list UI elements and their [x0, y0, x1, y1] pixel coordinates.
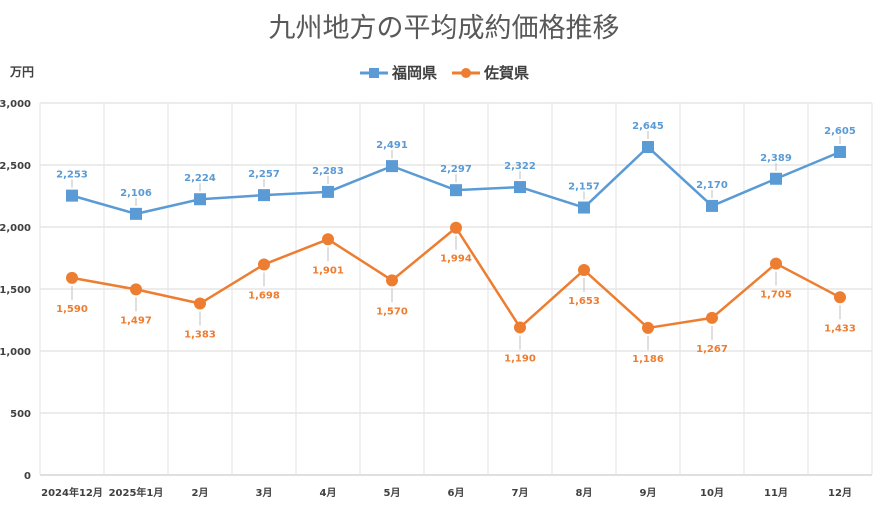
data-label: 1,433 — [824, 323, 856, 334]
data-point — [642, 321, 654, 334]
data-point — [66, 271, 78, 284]
data-label: 1,901 — [312, 265, 344, 276]
x-tick-label: 7月 — [512, 487, 529, 499]
data-label: 1,190 — [504, 353, 536, 364]
data-point — [258, 189, 270, 202]
data-label: 2,645 — [632, 121, 664, 132]
series-1: 2,253 2,106 2,224 2,257 2,283 2,491 2,297 2,322… — [56, 121, 856, 220]
x-tick-label: 8月 — [576, 487, 593, 499]
legend-label: 佐賀県 — [483, 64, 529, 82]
data-point — [450, 184, 462, 197]
data-label: 2,283 — [312, 166, 344, 177]
data-point — [194, 193, 206, 206]
data-point — [770, 172, 782, 185]
data-label: 2,322 — [504, 161, 536, 172]
data-point — [322, 233, 334, 246]
data-label: 2,106 — [120, 188, 152, 199]
data-point — [706, 311, 718, 324]
y-axis-ticks: 0 500 1,000 1,500 2,000 2,500 3,000 — [0, 99, 31, 482]
y-tick-label: 1,000 — [0, 347, 31, 358]
data-label: 1,653 — [568, 296, 600, 307]
data-point — [386, 274, 398, 287]
legend-marker-square — [369, 68, 379, 78]
y-tick-label: 2,000 — [0, 223, 31, 234]
x-tick-label: 2025年1月 — [109, 486, 164, 499]
data-point — [450, 221, 462, 234]
data-label: 2,389 — [760, 153, 792, 164]
x-tick-label: 12月 — [828, 487, 852, 499]
x-tick-label: 3月 — [256, 487, 273, 499]
data-point — [770, 257, 782, 270]
x-tick-label: 2024年12月 — [41, 486, 103, 499]
data-point — [578, 201, 590, 214]
data-label: 1,994 — [440, 254, 472, 265]
x-tick-label: 4月 — [320, 487, 337, 499]
data-point — [834, 291, 846, 304]
gridlines — [39, 102, 873, 476]
data-label: 2,170 — [696, 180, 728, 191]
data-label: 1,186 — [632, 354, 664, 365]
data-point — [386, 160, 398, 173]
x-tick-label: 10月 — [700, 487, 724, 499]
data-label: 1,590 — [56, 304, 88, 315]
data-label: 1,267 — [696, 344, 728, 355]
data-label: 2,297 — [440, 164, 472, 175]
y-tick-label: 3,000 — [0, 99, 31, 110]
x-tick-label: 5月 — [384, 487, 401, 499]
data-label: 1,698 — [248, 290, 280, 301]
data-label: 1,497 — [120, 315, 152, 326]
data-label: 2,605 — [824, 126, 856, 137]
data-point — [130, 207, 142, 220]
x-tick-label: 9月 — [640, 487, 657, 499]
data-point — [642, 141, 654, 154]
y-tick-label: 2,500 — [0, 161, 31, 172]
data-label: 1,383 — [184, 330, 216, 341]
data-label: 2,491 — [376, 140, 408, 151]
data-point — [514, 181, 526, 194]
y-axis-unit: 万円 — [9, 65, 34, 79]
data-point — [130, 283, 142, 296]
chart-title: 九州地方の平均成約価格推移 — [269, 13, 620, 44]
data-label: 2,157 — [568, 182, 600, 193]
legend: 福岡県 佐賀県 — [360, 64, 529, 82]
series-2: 1,590 1,497 1,383 1,698 1,901 1,570 1,994 1,190… — [56, 221, 856, 365]
data-point — [66, 189, 78, 202]
x-tick-label: 2月 — [192, 487, 209, 499]
data-label: 2,257 — [248, 169, 280, 180]
data-point — [194, 297, 206, 310]
y-tick-label: 1,500 — [0, 285, 31, 296]
data-point — [514, 321, 526, 334]
data-point — [834, 145, 846, 158]
x-axis-ticks: 2024年12月 2025年1月 2月 3月 4月 5月 6月 7月 8月 9月 10月 11月 12月 — [41, 486, 852, 499]
data-point — [322, 185, 334, 198]
x-tick-label: 11月 — [764, 487, 788, 499]
x-tick-label: 6月 — [448, 487, 465, 499]
data-label: 1,705 — [760, 290, 792, 301]
series-group: 2,253 2,106 2,224 2,257 2,283 2,491 2,297 2,322… — [56, 121, 856, 365]
legend-marker-circle — [461, 68, 471, 78]
data-point — [578, 264, 590, 277]
y-tick-label: 500 — [10, 409, 31, 420]
data-point — [706, 199, 718, 212]
data-label: 1,570 — [376, 306, 408, 317]
data-point — [258, 258, 270, 271]
data-label: 2,224 — [184, 173, 216, 184]
y-tick-label: 0 — [24, 471, 31, 482]
legend-label: 福岡県 — [391, 64, 437, 82]
data-label: 2,253 — [56, 170, 88, 181]
